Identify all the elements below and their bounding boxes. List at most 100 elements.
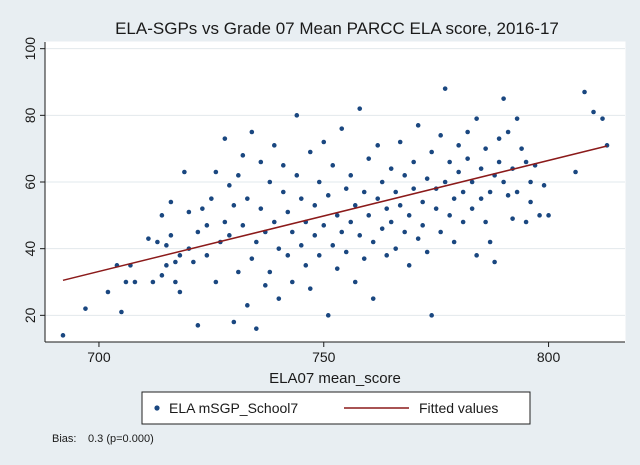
data-point [546,213,551,218]
data-point [236,269,241,275]
chart-title: ELA-SGPs vs Grade 07 Mean PARCC ELA scor… [115,19,559,38]
data-point [397,203,403,208]
data-point [523,159,529,165]
data-point [523,219,529,225]
y-tick-label: 40 [22,241,38,257]
data-point [591,109,596,115]
data-point [330,243,336,248]
data-point [254,239,259,245]
data-point [483,146,488,151]
data-point [465,129,470,135]
data-point [173,259,178,265]
data-point [375,143,381,148]
y-tick-label: 80 [22,107,38,123]
data-point [397,139,403,145]
data-point [83,306,88,311]
data-point [298,196,304,201]
data-point [411,186,416,191]
data-point [285,209,291,215]
data-point [325,193,331,198]
data-point [348,219,354,225]
data-point [469,179,475,185]
data-point [460,219,466,225]
data-point [361,189,367,195]
data-point [393,246,398,251]
data-point [438,229,443,235]
data-point [132,279,138,285]
data-point [456,143,461,148]
data-point [379,179,385,185]
data-point [541,183,547,188]
data-point [393,189,398,195]
data-point [303,263,309,268]
y-tick-label: 20 [22,307,38,323]
data-point [321,139,327,145]
data-point [456,169,461,175]
data-point [280,189,286,195]
data-point [227,183,232,188]
data-point [258,206,264,211]
data-point [123,279,129,285]
data-point [514,116,520,121]
x-tick-label: 800 [537,349,561,365]
data-point [478,166,484,171]
legend-label-scatter: ELA mSGP_School7 [169,400,298,416]
data-point [339,126,345,131]
data-point [474,253,479,258]
data-point [146,236,151,241]
data-point [280,163,286,168]
legend-box [141,391,531,425]
data-point [514,189,520,195]
data-point [348,173,354,178]
data-point [289,279,295,285]
data-point [415,123,421,128]
data-point [258,159,264,165]
data-point [334,266,340,271]
data-point [411,159,416,165]
data-point [213,169,219,175]
data-point [438,133,443,138]
data-point [267,179,273,185]
data-point [312,203,318,208]
data-point [231,203,237,208]
scatter-points [60,86,610,338]
data-point [272,143,277,148]
data-point [528,179,533,185]
data-point [173,279,178,285]
fitted-line-layer [62,145,608,282]
data-point [352,203,358,208]
data-point [537,213,542,218]
data-point [406,213,412,218]
data-point [159,273,165,278]
data-point [204,253,210,258]
data-point [451,239,457,245]
x-tick-label: 700 [87,349,111,365]
data-point [343,249,349,255]
data-point [460,189,466,195]
data-point [316,179,322,185]
data-point [272,219,277,225]
data-point [204,223,210,228]
data-point [307,149,313,155]
data-point [406,263,412,268]
data-point [316,253,322,258]
data-point [582,89,587,95]
data-point [442,86,448,91]
data-point [388,219,394,225]
data-point [384,206,390,211]
data-point [519,146,524,151]
data-point [361,256,367,261]
data-point [155,239,160,245]
data-point [312,233,318,238]
data-point [168,199,174,205]
data-point [159,213,165,218]
data-point [573,169,578,175]
data-point [478,196,484,201]
data-point [357,233,363,238]
data-point [379,226,385,231]
data-point [352,279,358,285]
data-point [600,116,605,121]
data-point [496,136,502,141]
data-point [267,269,273,275]
x-axis: 700 750 800 [45,341,625,365]
